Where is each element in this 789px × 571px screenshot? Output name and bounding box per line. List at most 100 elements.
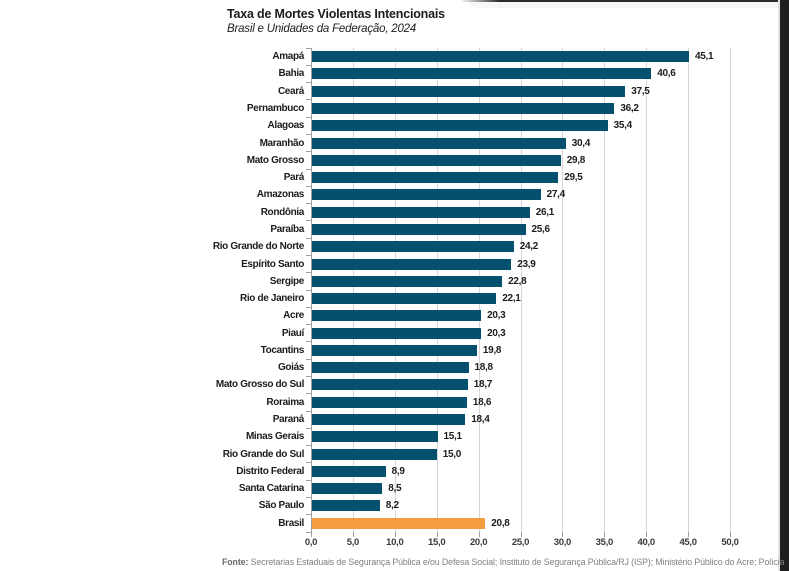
- category-label: Roraima: [266, 396, 304, 408]
- value-label: 18,7: [473, 379, 493, 391]
- bar: [311, 414, 466, 426]
- bar-highlight: [311, 517, 486, 529]
- category-label: Sergipe: [269, 275, 305, 287]
- y-axis-tick: [306, 272, 311, 274]
- category-label: Tocantins: [260, 344, 305, 356]
- value-label: 37,5: [631, 85, 650, 97]
- value-label: 23,9: [517, 258, 536, 270]
- gridline: [436, 48, 438, 532]
- value-label: 40,6: [657, 68, 676, 80]
- y-axis-tick: [306, 393, 311, 395]
- bar-row: Paraíba 25,6: [270, 221, 730, 238]
- x-axis-tick: [520, 532, 522, 537]
- bar: [311, 344, 477, 356]
- x-axis-tick: [352, 532, 354, 537]
- value-label: 20,3: [487, 327, 506, 339]
- x-tick-label: 0,0: [304, 537, 318, 548]
- x-axis-tick: [730, 532, 731, 537]
- x-tick-label: 30,0: [553, 537, 572, 548]
- bar-row: Rio Grande do Norte 24,2: [213, 238, 730, 255]
- value-label: 29,5: [564, 172, 583, 184]
- value-label: 24,2: [519, 241, 539, 253]
- category-label: Espírito Santo: [241, 258, 304, 270]
- gridline: [478, 48, 480, 532]
- x-tick-label: 40,0: [637, 537, 656, 548]
- x-axis-tick: [562, 532, 564, 537]
- source-label: Fonte:: [222, 557, 249, 567]
- bar-row: Bahia 40,6: [279, 65, 730, 82]
- y-axis-tick: [306, 185, 311, 187]
- bar-row: Mato Grosso do Sul 18,7: [216, 376, 730, 393]
- bar: [311, 293, 497, 305]
- bar-row: Pará 29,5: [284, 169, 730, 186]
- bar: [311, 448, 437, 460]
- category-label: Santa Catarina: [238, 483, 304, 495]
- y-axis-tick: [306, 220, 311, 222]
- plot-area: Amapá 45,1 Bahia 40,6 Ceará 37,5 Pernambuco 36,…: [213, 47, 731, 537]
- category-label: Acre: [283, 310, 304, 322]
- chart-title: Taxa de Mortes Violentas Intencionais: [227, 7, 445, 21]
- y-axis-tick: [306, 64, 311, 66]
- gridline: [730, 48, 731, 532]
- bar: [311, 500, 380, 512]
- value-label: 15,0: [442, 448, 462, 460]
- viewer-edge: [778, 0, 789, 571]
- gridline: [688, 48, 690, 532]
- y-axis-tick: [306, 479, 311, 481]
- bar-row: Santa Catarina 8,5: [239, 480, 730, 497]
- y-axis-tick: [306, 203, 311, 205]
- category-label: Pernambuco: [246, 102, 304, 114]
- category-label: Mato Grosso do Sul: [215, 379, 305, 391]
- bar-row: Maranhão 30,4: [260, 134, 730, 151]
- bar-row: Sergipe 22,8: [270, 273, 730, 290]
- bar: [311, 120, 608, 132]
- bar: [311, 137, 566, 149]
- category-label: Maranhão: [259, 137, 305, 149]
- x-axis-tick: [604, 532, 606, 537]
- gridline: [604, 48, 606, 532]
- bar: [311, 85, 626, 97]
- bar-row: Espírito Santo 23,9: [241, 255, 730, 272]
- y-axis-tick: [306, 306, 311, 308]
- y-axis-tick: [306, 531, 311, 533]
- category-label: Rio de Janeiro: [239, 293, 304, 305]
- value-label: 36,2: [620, 102, 639, 114]
- category-label: Rondônia: [260, 206, 305, 218]
- category-label: Piauí: [281, 327, 305, 339]
- category-label: Alagoas: [267, 120, 305, 132]
- value-label: 20,3: [487, 310, 506, 322]
- category-label: Amazonas: [256, 189, 305, 201]
- value-label: 25,6: [531, 223, 551, 235]
- category-label: Rio Grande do Norte: [212, 241, 304, 253]
- bar: [311, 483, 383, 495]
- x-axis-tick: [436, 532, 438, 537]
- bar: [311, 327, 482, 339]
- x-tick-label: 25,0: [511, 537, 530, 548]
- category-label: Distrito Federal: [236, 465, 304, 477]
- y-axis-tick: [306, 99, 311, 101]
- value-label: 45,1: [694, 51, 714, 63]
- y-axis-tick: [306, 47, 311, 49]
- y-axis-tick: [306, 289, 311, 291]
- category-label: Goiás: [277, 362, 304, 374]
- gridline: [394, 48, 396, 532]
- y-axis-tick: [306, 82, 311, 84]
- page-top-shadow: [470, 2, 789, 8]
- value-label: 35,4: [613, 120, 633, 132]
- value-label: 27,4: [546, 189, 566, 201]
- gridline: [520, 48, 522, 532]
- bar: [311, 258, 512, 270]
- value-label: 30,4: [571, 137, 591, 149]
- value-label: 20,8: [491, 517, 510, 529]
- bar-row: Roraima 18,6: [266, 394, 730, 411]
- bar: [311, 223, 526, 235]
- bar-row: Amapá 45,1: [272, 48, 730, 65]
- bar-rows: Amapá 45,1 Bahia 40,6 Ceará 37,5 Pernambuco 36,…: [213, 48, 730, 532]
- x-tick-label: 10,0: [386, 537, 404, 548]
- bar: [311, 154, 561, 166]
- category-label: Bahia: [278, 68, 305, 80]
- category-label: Amapá: [272, 51, 304, 63]
- y-axis-tick: [306, 237, 311, 239]
- category-label: Mato Grosso: [246, 154, 305, 166]
